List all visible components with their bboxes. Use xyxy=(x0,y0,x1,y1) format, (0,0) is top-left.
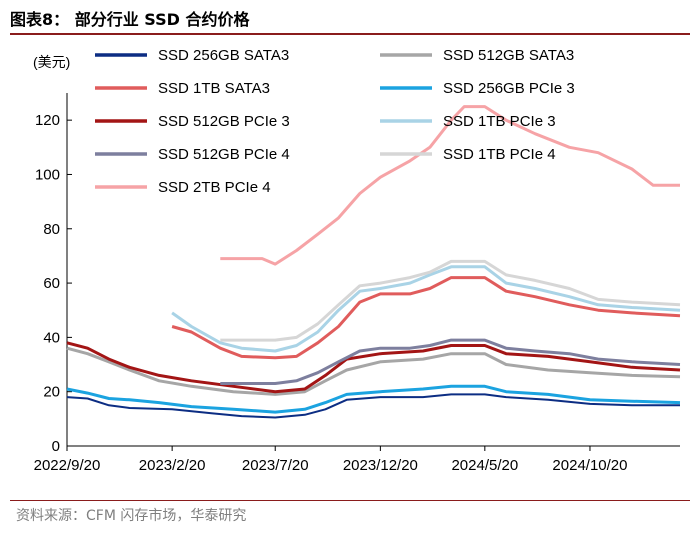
legend-label: SSD 512GB SATA3 xyxy=(443,47,574,64)
series-line-ssd-512gb-pcie-4 xyxy=(220,338,681,385)
legend: SSD 256GB SATA3 SSD 512GB SATA3 SSD 1TB SA… xyxy=(95,47,575,196)
y-tick-label: 20 xyxy=(43,384,60,401)
legend-label: SSD 1TB PCIe 4 xyxy=(443,146,556,163)
legend-label: SSD 512GB PCIe 4 xyxy=(158,146,290,163)
figure-title: 图表8： 部分行业 SSD 合约价格 xyxy=(10,10,250,29)
source-rule xyxy=(10,500,690,501)
series-line-ssd-256gb-pcie-3 xyxy=(66,384,681,414)
series-line-ssd-512gb-sata3 xyxy=(66,346,681,396)
legend-label: SSD 256GB PCIe 3 xyxy=(443,80,575,97)
legend-label: SSD 1TB SATA3 xyxy=(158,80,270,97)
axes: (美元) 0 20 40 60 80 100 120 2022/9/20 2023/2/20 20… xyxy=(33,54,680,474)
y-tick-label: 0 xyxy=(52,438,60,455)
series-line-ssd-512gb-pcie-3 xyxy=(66,341,681,394)
series-line-ssd-1tb-pcie-3 xyxy=(171,265,681,353)
y-tick-label: 60 xyxy=(43,275,60,292)
y-axis-label: (美元) xyxy=(33,54,70,70)
legend-label: SSD 1TB PCIe 3 xyxy=(443,113,556,130)
x-tick-label: 2023/2/20 xyxy=(139,457,206,474)
source-note: 资料来源：CFM 闪存市场，华泰研究 xyxy=(16,508,247,524)
legend-label: SSD 512GB PCIe 3 xyxy=(158,113,290,130)
y-tick-label: 120 xyxy=(35,112,60,129)
x-tick-label: 2022/9/20 xyxy=(34,457,101,474)
y-tick-label: 40 xyxy=(43,329,60,346)
legend-label: SSD 256GB SATA3 xyxy=(158,47,289,64)
series-lines xyxy=(66,105,681,419)
x-tick-label: 2024/5/20 xyxy=(451,457,518,474)
x-tick-label: 2024/10/20 xyxy=(552,457,627,474)
legend-label: SSD 2TB PCIe 4 xyxy=(158,179,271,196)
y-tick-label: 80 xyxy=(43,221,60,238)
line-chart: (美元) 0 20 40 60 80 100 120 2022/9/20 2023/2/20 20… xyxy=(33,47,681,474)
title-rule xyxy=(10,33,690,35)
series-line-ssd-1tb-sata3 xyxy=(171,276,681,360)
series-line-ssd-1tb-pcie-4 xyxy=(220,259,681,342)
series-line-ssd-2tb-pcie-4 xyxy=(220,105,680,266)
y-tick-label: 100 xyxy=(35,166,60,183)
x-tick-label: 2023/7/20 xyxy=(242,457,309,474)
series-line-ssd-256gb-sata3 xyxy=(66,393,680,419)
x-tick-label: 2023/12/20 xyxy=(343,457,418,474)
